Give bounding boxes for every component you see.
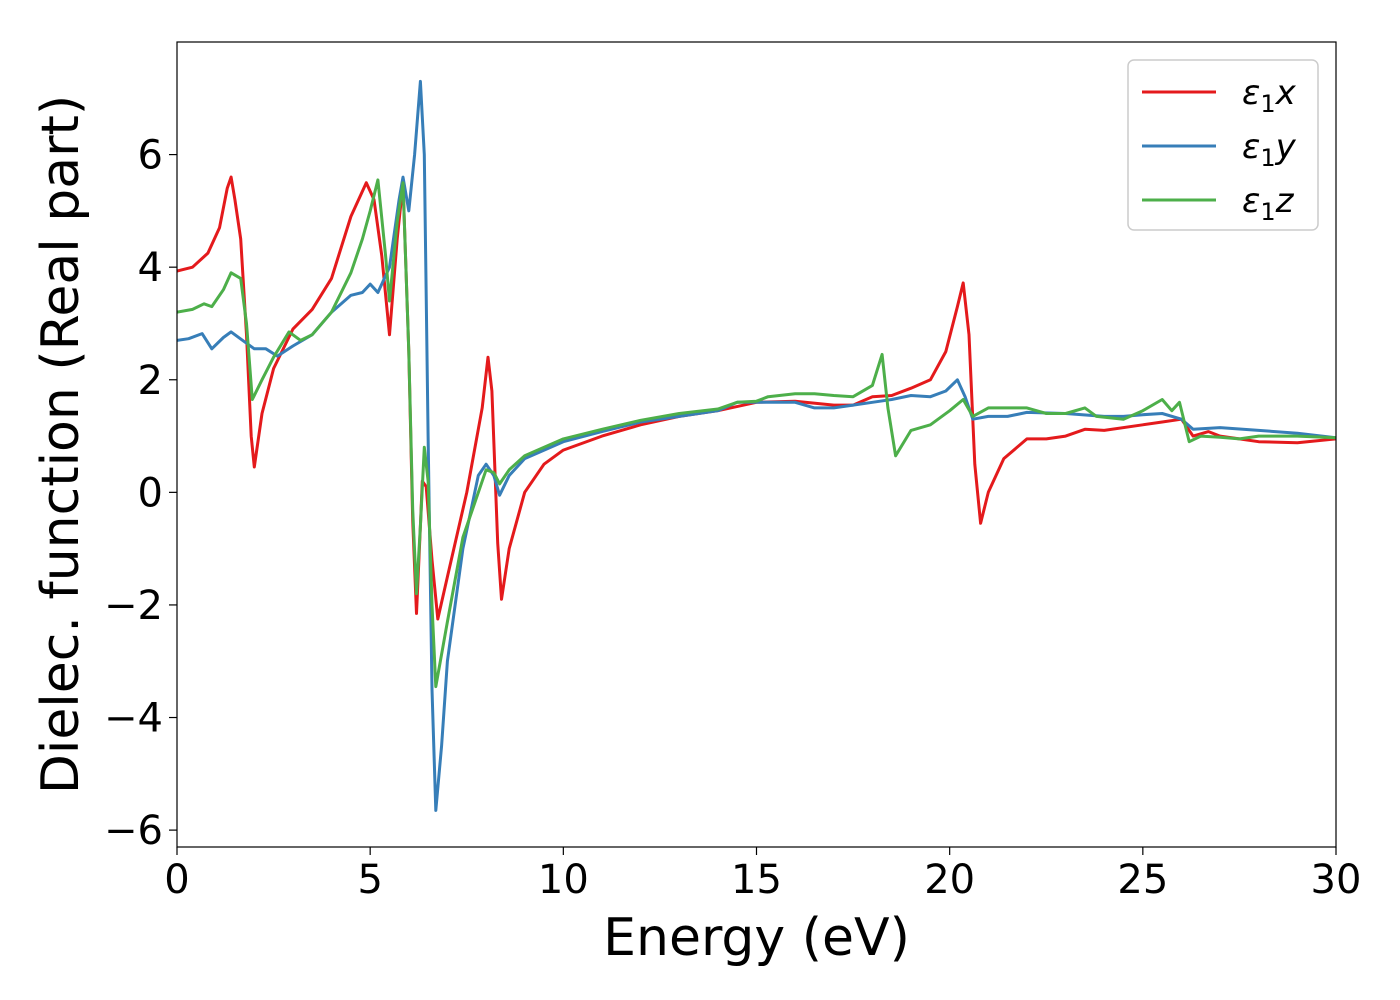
legend-item-z: ε1z (1142, 181, 1295, 226)
x-tick-label: 5 (357, 857, 382, 903)
legend-label: ε1z (1242, 181, 1295, 226)
x-axis-title: Energy (eV) (603, 908, 910, 968)
series-line-z (177, 178, 1336, 689)
legend: ε1x ε1y ε1z (1127, 59, 1319, 231)
y-tick-label: 4 (138, 245, 163, 291)
x-tick-label: 15 (731, 857, 782, 903)
y-tick-label: −4 (104, 696, 163, 742)
legend-label: ε1x (1242, 73, 1297, 118)
x-axis: 0 5 10 15 20 25 30 (164, 847, 1361, 903)
y-tick-label: −6 (104, 808, 163, 854)
legend-label: ε1y (1242, 127, 1297, 172)
x-tick-label: 30 (1311, 857, 1362, 903)
x-tick-label: 0 (164, 857, 189, 903)
series-line-x (177, 175, 1336, 621)
legend-item-y: ε1y (1142, 127, 1297, 172)
y-axis-title: Dielec. function (Real part) (31, 95, 91, 794)
y-tick-label: 6 (138, 133, 163, 179)
y-tick-label: 0 (138, 470, 163, 516)
series-layer (177, 79, 1336, 812)
legend-box (1127, 59, 1319, 231)
y-tick-label: −2 (104, 583, 163, 629)
x-tick-label: 25 (1117, 857, 1168, 903)
x-tick-label: 20 (924, 857, 975, 903)
y-axis: −6 −4 −2 0 2 4 6 (104, 133, 177, 854)
y-tick-label: 2 (138, 358, 163, 404)
legend-item-x: ε1x (1142, 73, 1297, 118)
x-tick-label: 10 (538, 857, 589, 903)
